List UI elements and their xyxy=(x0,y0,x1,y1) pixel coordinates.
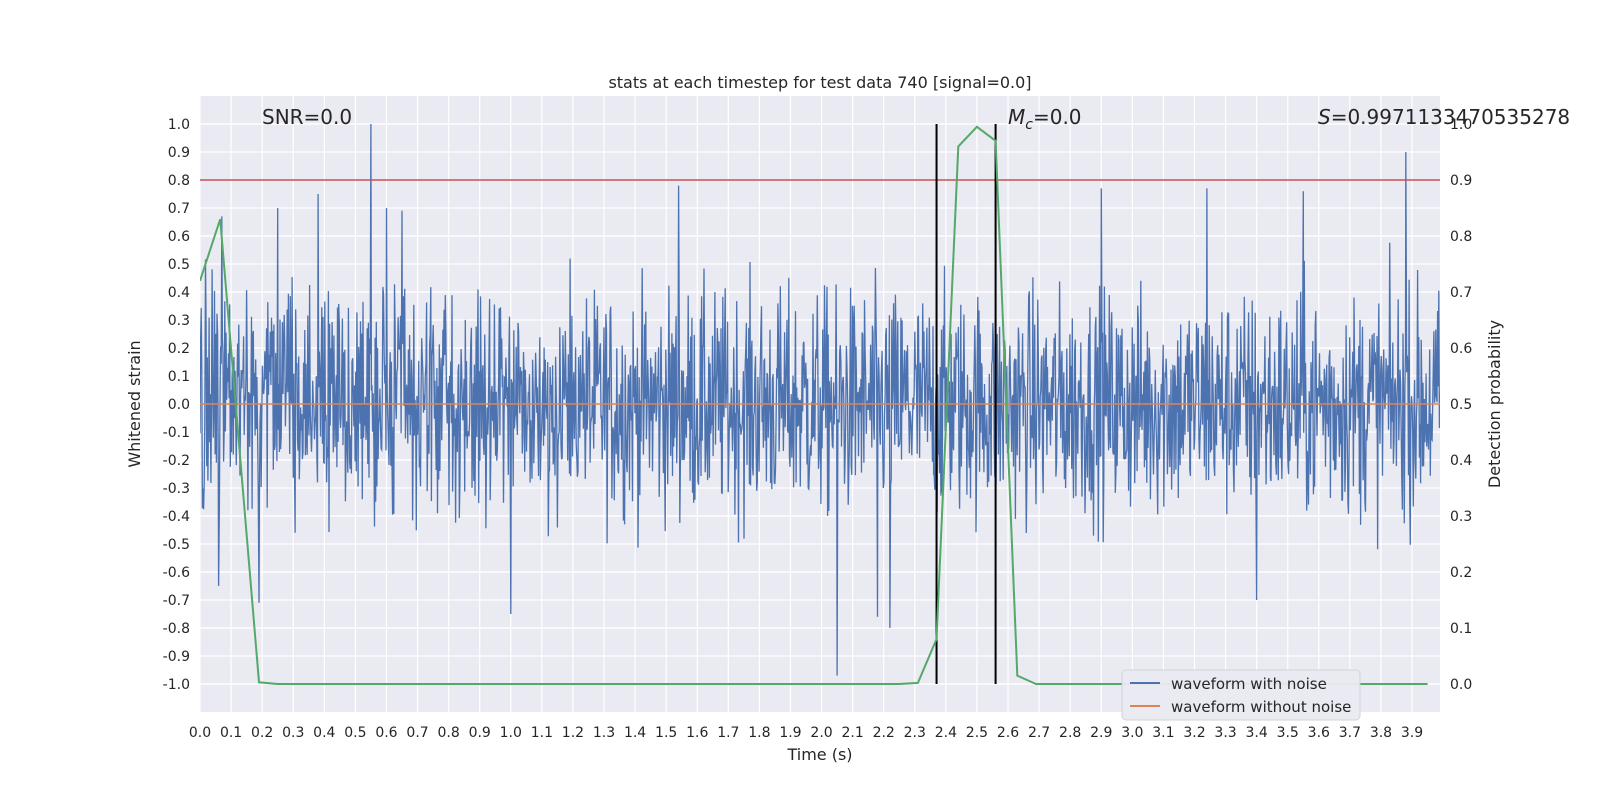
y2-tick-label: 0.0 xyxy=(1450,677,1472,693)
y2-tick-label: 0.3 xyxy=(1450,509,1472,525)
x-tick-label: 0.7 xyxy=(406,725,428,741)
y-tick-label: 0.8 xyxy=(168,173,190,189)
x-tick-label: 0.2 xyxy=(251,725,273,741)
y-tick-label: -0.6 xyxy=(163,565,190,581)
x-tick-label: 1.6 xyxy=(686,725,708,741)
y-tick-label: 0.2 xyxy=(168,341,190,357)
x-tick-label: 1.9 xyxy=(779,725,801,741)
x-tick-label: 3.2 xyxy=(1183,725,1205,741)
y2-tick-label: 0.2 xyxy=(1450,565,1472,581)
x-tick-label: 0.6 xyxy=(375,725,397,741)
x-tick-label: 0.1 xyxy=(220,725,242,741)
y-tick-label: -0.9 xyxy=(163,649,190,665)
y2-tick-label: 0.6 xyxy=(1450,341,1472,357)
probability-line xyxy=(200,125,1428,685)
x-axis-label: Time (s) xyxy=(786,745,852,764)
x-tick-label: 0.4 xyxy=(313,725,335,741)
s-symbol: S xyxy=(1318,105,1331,129)
x-tick-label: 3.5 xyxy=(1277,725,1299,741)
x-tick-label: 3.1 xyxy=(1152,725,1174,741)
y-tick-label: 0.7 xyxy=(168,201,190,217)
y-axis-ticks: 1.0 0.9 0.8 0.7 0.6 0.5 0.4 0.3 0.2 0.1 0.0 -0.1 -0.… xyxy=(163,117,190,693)
x-tick-label: 2.6 xyxy=(997,725,1019,741)
s-value: =0.9971133470535278 xyxy=(1331,105,1570,129)
legend: waveform with noise waveform without noi… xyxy=(1121,669,1361,721)
x-tick-label: 3.3 xyxy=(1214,725,1236,741)
y-tick-label: -1.0 xyxy=(163,677,190,693)
x-tick-label: 1.1 xyxy=(531,725,553,741)
mc-symbol: M xyxy=(1008,105,1025,129)
y-tick-label: -0.4 xyxy=(163,509,190,525)
y-tick-label: 0.4 xyxy=(168,285,190,301)
x-tick-label: 2.5 xyxy=(966,725,988,741)
y2-tick-label: 0.9 xyxy=(1450,173,1472,189)
y2-tick-label: 0.5 xyxy=(1450,397,1472,413)
x-tick-label: 1.0 xyxy=(500,725,522,741)
x-tick-label: 2.3 xyxy=(904,725,926,741)
noisy-waveform-line xyxy=(200,123,1440,676)
y-tick-label: -0.3 xyxy=(163,481,190,497)
x-tick-label: 2.2 xyxy=(873,725,895,741)
x-tick-label: 3.7 xyxy=(1339,725,1361,741)
x-tick-label: 1.2 xyxy=(562,725,584,741)
y-tick-label: -0.7 xyxy=(163,593,190,609)
x-tick-label: 1.5 xyxy=(655,725,677,741)
y2-axis-label: Detection probability xyxy=(1485,320,1504,488)
y-tick-label: 1.0 xyxy=(168,117,190,133)
y-tick-label: -0.8 xyxy=(163,621,190,637)
y-tick-label: -0.1 xyxy=(163,425,190,441)
x-tick-label: 1.3 xyxy=(593,725,615,741)
y2-tick-label: 0.4 xyxy=(1450,453,1472,469)
x-tick-label: 3.6 xyxy=(1308,725,1330,741)
x-tick-label: 1.8 xyxy=(748,725,770,741)
y-tick-label: 0.3 xyxy=(168,313,190,329)
y-tick-label: 0.1 xyxy=(168,369,190,385)
x-tick-label: 1.7 xyxy=(717,725,739,741)
x-axis-ticks: 0.0 0.1 0.2 0.3 0.4 0.5 0.6 0.7 0.8 0.9 1.0 1.1 1.2 1… xyxy=(189,725,1423,741)
x-tick-label: 3.0 xyxy=(1121,725,1143,741)
x-tick-label: 2.4 xyxy=(935,725,957,741)
x-tick-label: 3.9 xyxy=(1401,725,1423,741)
x-tick-label: 0.0 xyxy=(189,725,211,741)
mc-annotation: Mc=0.0 xyxy=(1008,105,1082,133)
x-tick-label: 0.5 xyxy=(344,725,366,741)
x-tick-label: 3.8 xyxy=(1370,725,1392,741)
legend-label-clean: waveform without noise xyxy=(1171,698,1351,716)
x-tick-label: 2.8 xyxy=(1059,725,1081,741)
x-tick-label: 0.9 xyxy=(469,725,491,741)
x-tick-label: 3.4 xyxy=(1246,725,1268,741)
y2-tick-label: 0.1 xyxy=(1450,621,1472,637)
x-tick-label: 2.7 xyxy=(1028,725,1050,741)
x-tick-label: 2.0 xyxy=(810,725,832,741)
y-tick-label: 0.0 xyxy=(168,397,190,413)
mc-subscript: c xyxy=(1025,117,1033,133)
x-tick-label: 2.9 xyxy=(1090,725,1112,741)
chart-title: stats at each timestep for test data 740… xyxy=(608,73,1031,92)
x-tick-label: 1.4 xyxy=(624,725,646,741)
x-tick-label: 0.8 xyxy=(437,725,459,741)
legend-box xyxy=(1121,669,1361,721)
s-annotation: S=0.9971133470535278 xyxy=(1318,105,1570,129)
y-tick-label: 0.6 xyxy=(168,229,190,245)
y-tick-label: 0.5 xyxy=(168,257,190,273)
series-layer xyxy=(200,123,1440,685)
x-tick-label: 2.1 xyxy=(841,725,863,741)
y2-tick-label: 0.7 xyxy=(1450,285,1472,301)
y-axis-label: Whitened strain xyxy=(125,340,144,467)
y-tick-label: -0.5 xyxy=(163,537,190,553)
y-tick-label: -0.2 xyxy=(163,453,190,469)
y-tick-label: 0.9 xyxy=(168,145,190,161)
x-tick-label: 0.3 xyxy=(282,725,304,741)
snr-annotation: SNR=0.0 xyxy=(262,105,352,129)
mc-value: =0.0 xyxy=(1033,105,1082,129)
y2-tick-label: 0.8 xyxy=(1450,229,1472,245)
y2-tick-label: 1.0 xyxy=(1450,117,1472,133)
y2-axis-ticks: 1.0 0.9 0.8 0.7 0.6 0.5 0.4 0.3 0.2 0.1 0.0 xyxy=(1450,117,1472,693)
legend-label-noisy: waveform with noise xyxy=(1171,675,1327,693)
